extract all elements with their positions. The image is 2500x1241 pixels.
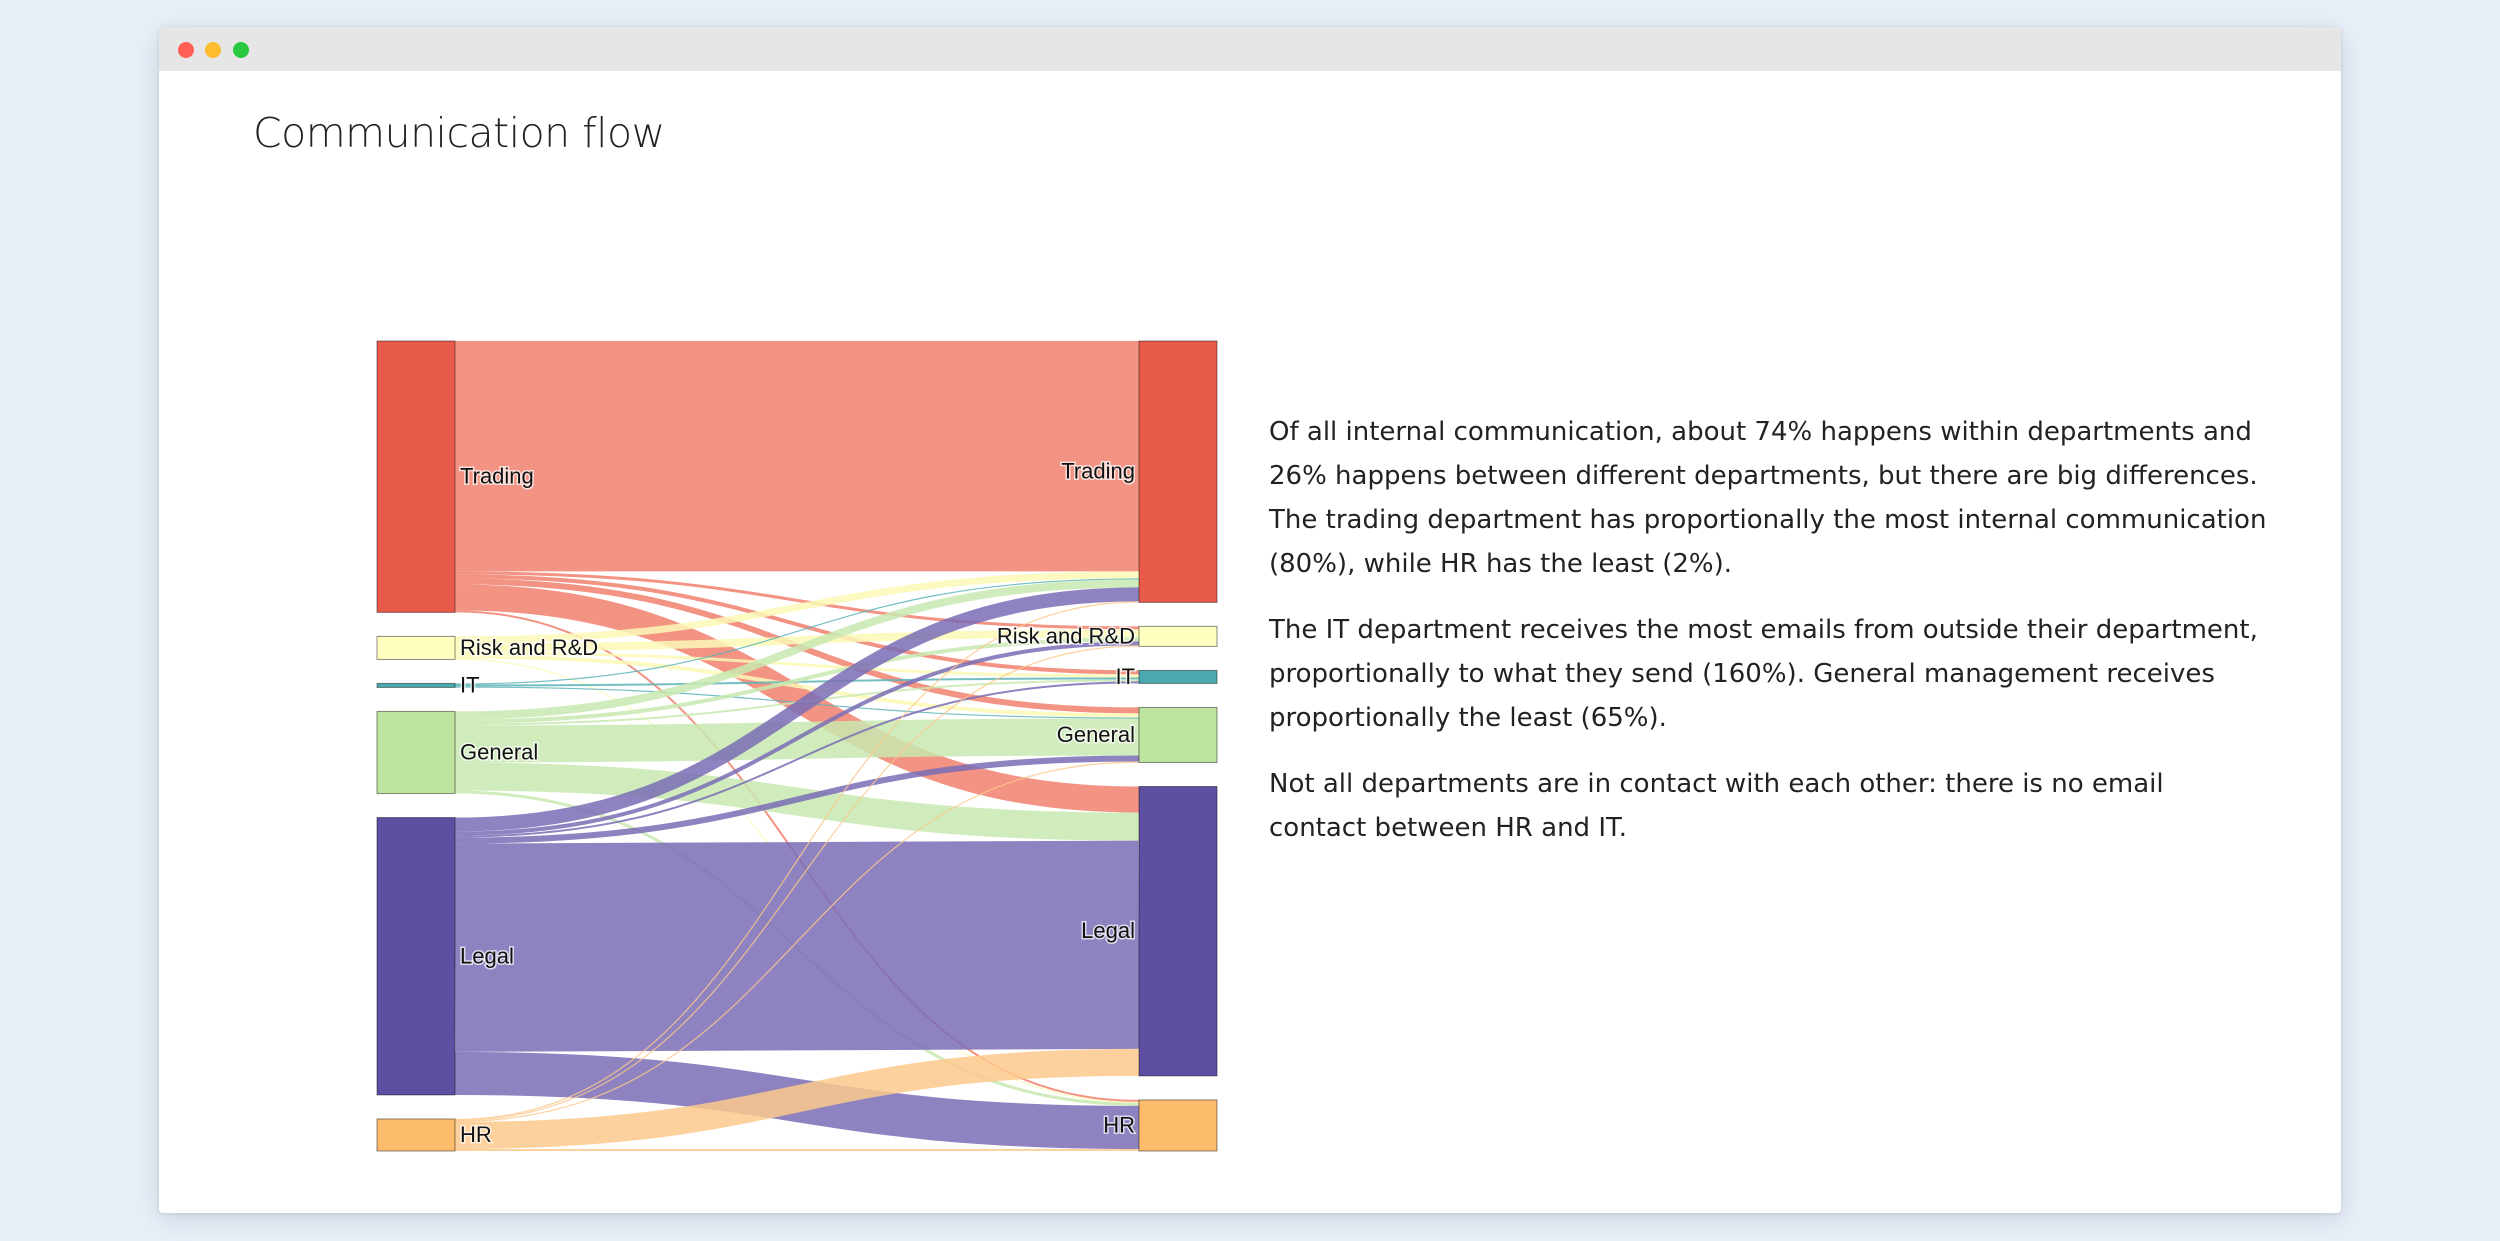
sankey-link-trading-to-risk[interactable] <box>454 571 1140 630</box>
sankey-node-source-hr[interactable] <box>376 1118 456 1152</box>
page-title: Communication flow <box>253 109 665 157</box>
sankey-link-risk-to-risk[interactable] <box>454 629 1140 652</box>
sankey-node-label-target-risk: Risk and R&D <box>997 623 1135 648</box>
sankey-link-hr-to-general[interactable] <box>454 761 1140 1123</box>
sankey-node-label-source-risk: Risk and R&D <box>460 635 598 660</box>
description-paragraph-1: Of all internal communication, about 74%… <box>1269 417 2267 579</box>
sankey-link-hr-to-risk[interactable] <box>454 645 1140 1122</box>
sankey-link-legal-to-legal[interactable] <box>454 840 1140 1052</box>
sankey-node-label-source-trading: Trading <box>460 464 534 489</box>
sankey-node-source-legal[interactable] <box>376 817 456 1096</box>
sankey-link-trading-to-it[interactable] <box>454 574 1140 675</box>
sankey-link-legal-to-risk[interactable] <box>454 641 1140 836</box>
sankey-node-label-target-hr: HR <box>1103 1112 1135 1137</box>
description-paragraph-3: Not all departments are in contact with … <box>1269 769 2164 843</box>
close-window-button[interactable] <box>178 42 194 58</box>
sankey-node-source-general[interactable] <box>376 710 456 795</box>
sankey-link-risk-to-trading[interactable] <box>454 571 1140 644</box>
window-titlebar <box>159 27 2341 71</box>
sankey-node-label-target-trading: Trading <box>1061 459 1135 484</box>
sankey-link-general-to-risk[interactable] <box>454 637 1140 724</box>
sankey-link-legal-to-general[interactable] <box>454 755 1140 844</box>
sankey-node-label-target-general: General <box>1057 722 1135 747</box>
sankey-link-hr-to-trading[interactable] <box>454 601 1140 1121</box>
sankey-link-it-to-trading[interactable] <box>454 578 1140 685</box>
sankey-link-trading-to-legal[interactable] <box>454 584 1140 813</box>
sankey-node-target-it[interactable] <box>1138 669 1218 684</box>
sankey-link-general-to-trading[interactable] <box>454 579 1140 720</box>
sankey-node-target-legal[interactable] <box>1138 786 1218 1077</box>
description-paragraph-2: The IT department receives the most emai… <box>1269 615 2258 733</box>
sankey-nodes: Trading Trading Risk and R&D Risk and R&D IT… <box>376 340 1218 1152</box>
sankey-node-target-trading[interactable] <box>1138 340 1218 603</box>
sankey-node-label-source-legal: Legal <box>460 943 514 968</box>
sankey-node-label-target-it: IT <box>1115 664 1135 689</box>
sankey-node-label-source-it: IT <box>460 672 480 697</box>
maximize-window-button[interactable] <box>233 42 249 58</box>
sankey-node-source-it[interactable] <box>376 682 456 688</box>
sankey-link-hr-to-legal[interactable] <box>454 1048 1140 1149</box>
sankey-node-target-general[interactable] <box>1138 706 1218 764</box>
sankey-node-target-risk[interactable] <box>1138 625 1218 647</box>
sankey-link-risk-to-it[interactable] <box>454 651 1140 678</box>
sankey-link-legal-to-trading[interactable] <box>454 587 1140 832</box>
sankey-links <box>454 340 1140 1152</box>
sankey-chart: Trading Trading Risk and R&D Risk and R&D IT… <box>376 340 1218 1152</box>
sankey-node-source-risk[interactable] <box>376 635 456 660</box>
browser-window: Communication flow Trading Trading Risk an… <box>159 27 2341 1213</box>
sankey-node-source-trading[interactable] <box>376 340 456 613</box>
sankey-node-label-target-legal: Legal <box>1081 918 1135 943</box>
minimize-window-button[interactable] <box>205 42 221 58</box>
sankey-node-target-hr[interactable] <box>1138 1099 1218 1152</box>
sankey-node-label-source-hr: HR <box>460 1122 492 1147</box>
sankey-link-legal-to-it[interactable] <box>454 681 1140 838</box>
sankey-node-label-source-general: General <box>460 739 538 764</box>
sankey-link-risk-to-general[interactable] <box>454 654 1140 718</box>
